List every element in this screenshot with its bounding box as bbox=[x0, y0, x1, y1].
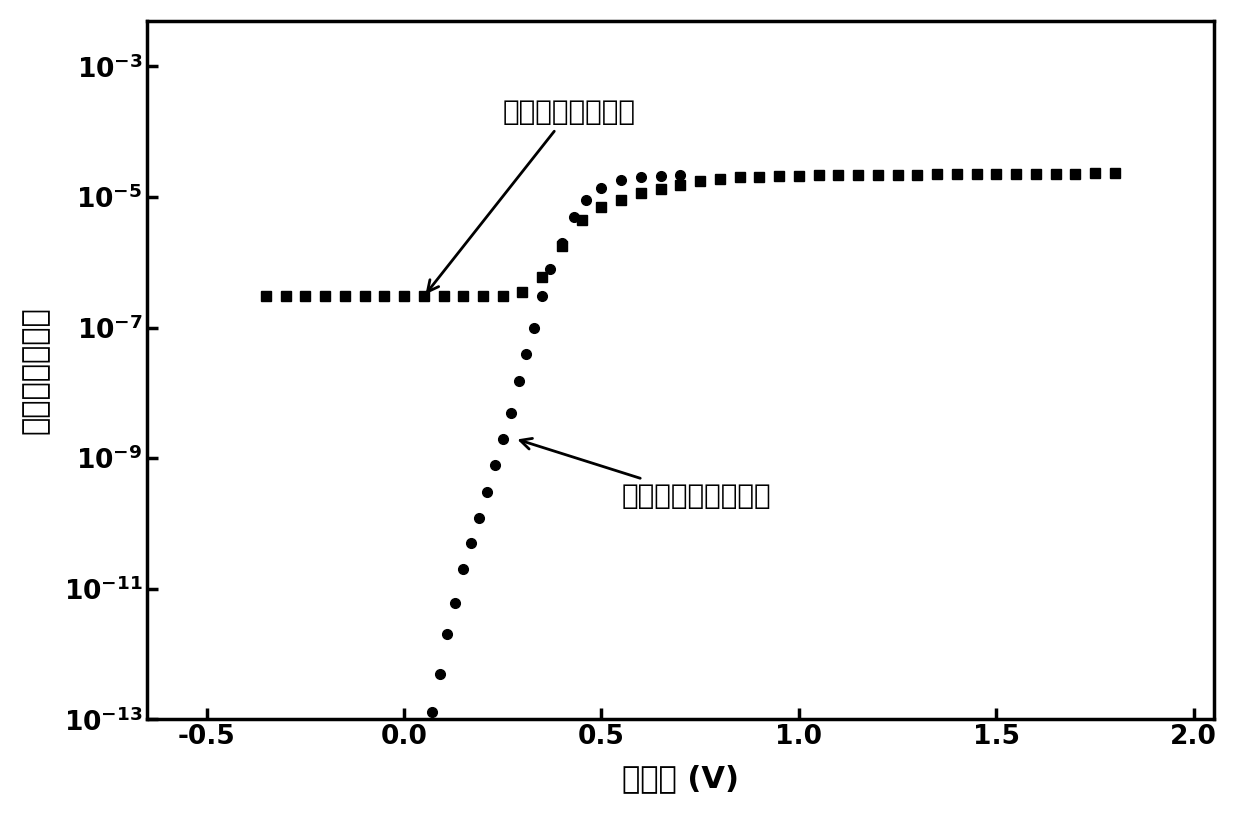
Text: 现有浅槽隔离结构: 现有浅槽隔离结构 bbox=[428, 98, 636, 292]
Y-axis label: 反型载流子浓度: 反型载流子浓度 bbox=[21, 306, 50, 434]
X-axis label: 栏电压 (V): 栏电压 (V) bbox=[622, 764, 739, 793]
Text: 本发明浅槽隔离结构: 本发明浅槽隔离结构 bbox=[521, 439, 771, 510]
